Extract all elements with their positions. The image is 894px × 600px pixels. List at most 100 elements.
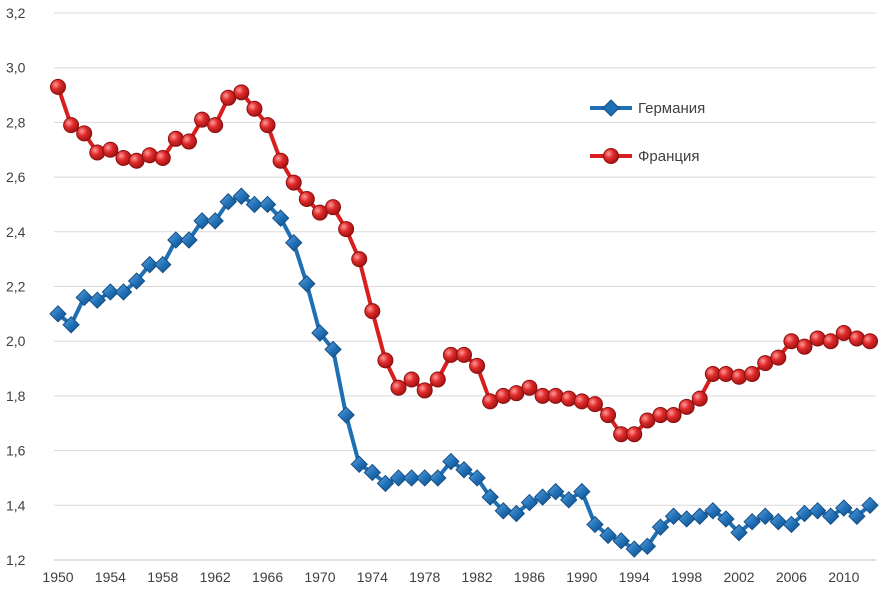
x-tick-label: 1998 xyxy=(671,569,702,585)
x-tick-label: 1986 xyxy=(514,569,545,585)
data-point xyxy=(101,283,120,301)
y-tick-label: 2,8 xyxy=(6,114,26,130)
data-point xyxy=(298,190,315,207)
data-point xyxy=(769,513,788,531)
data-point xyxy=(600,407,617,424)
data-point xyxy=(154,149,171,166)
grid-lines xyxy=(54,12,876,561)
data-point xyxy=(677,510,696,528)
data-point xyxy=(233,84,250,101)
y-tick-label: 1,8 xyxy=(6,388,26,404)
data-point xyxy=(547,387,564,404)
data-point xyxy=(429,371,446,388)
data-point xyxy=(573,482,591,501)
data-point xyxy=(88,291,106,309)
y-tick-label: 2,4 xyxy=(6,224,26,240)
data-point xyxy=(180,133,197,150)
data-point xyxy=(481,488,499,506)
data-point xyxy=(206,212,224,230)
data-point xyxy=(285,234,303,252)
y-axis: 1,2 1,4 1,6 1,8 2,0 2,2 2,4 2,6 2,8 3,0 3,2 xyxy=(6,5,26,568)
data-point xyxy=(376,474,395,493)
data-point xyxy=(862,333,878,350)
data-point xyxy=(691,390,708,407)
x-tick-label: 1950 xyxy=(42,569,73,585)
data-point xyxy=(743,513,761,531)
x-tick-label: 1982 xyxy=(462,569,493,585)
data-point xyxy=(75,288,93,307)
legend: Германия Франция xyxy=(590,99,705,165)
data-point xyxy=(560,390,577,407)
data-point xyxy=(232,187,251,205)
data-point xyxy=(180,231,198,249)
data-point xyxy=(76,125,93,142)
data-point xyxy=(638,537,657,556)
legend-label-france: Франция xyxy=(638,148,699,165)
data-point xyxy=(573,393,590,410)
x-tick-label: 1958 xyxy=(147,569,178,585)
data-point xyxy=(298,275,316,293)
x-axis: 1950 1954 1958 1962 1966 1970 1974 1978 1982 1986… xyxy=(42,559,876,585)
y-tick-label: 1,6 xyxy=(6,443,26,459)
data-point xyxy=(416,382,433,399)
data-point xyxy=(731,368,748,385)
series-germany xyxy=(49,187,879,558)
data-point xyxy=(115,149,132,166)
legend-item-france: Франция xyxy=(590,148,699,165)
y-tick-label: 2,6 xyxy=(6,169,26,185)
data-point xyxy=(311,324,329,342)
data-point xyxy=(626,426,643,443)
data-point xyxy=(770,349,787,366)
data-point xyxy=(665,407,682,424)
x-tick-label: 1990 xyxy=(566,569,597,585)
data-point xyxy=(468,469,486,487)
data-point xyxy=(324,340,342,359)
data-point xyxy=(140,255,159,274)
x-tick-label: 1954 xyxy=(95,569,126,585)
data-point xyxy=(351,251,368,268)
y-tick-label: 1,4 xyxy=(6,497,26,513)
data-point xyxy=(325,199,342,216)
data-point xyxy=(442,452,460,471)
data-point xyxy=(285,174,302,191)
data-point xyxy=(402,469,421,487)
series-france xyxy=(50,78,878,443)
data-point xyxy=(258,195,277,214)
data-point xyxy=(167,231,185,249)
data-point xyxy=(219,193,237,211)
data-point xyxy=(612,532,630,550)
y-tick-label: 1,2 xyxy=(6,552,26,568)
x-tick-label: 2006 xyxy=(776,569,807,585)
data-point xyxy=(154,255,172,274)
data-point xyxy=(691,507,709,525)
x-tick-label: 2010 xyxy=(828,569,859,585)
data-point xyxy=(520,493,539,512)
data-point xyxy=(389,469,408,487)
data-point xyxy=(782,515,801,534)
data-point xyxy=(429,469,447,487)
x-tick-label: 1970 xyxy=(304,569,335,585)
data-point xyxy=(403,371,420,388)
y-tick-label: 3,0 xyxy=(6,60,26,76)
data-point xyxy=(494,502,512,520)
data-point xyxy=(822,333,839,350)
data-point xyxy=(835,499,853,517)
data-point xyxy=(586,396,603,413)
data-point xyxy=(102,141,119,158)
data-point xyxy=(469,357,486,374)
y-tick-label: 3,2 xyxy=(6,5,26,21)
data-point xyxy=(377,352,394,369)
data-point xyxy=(364,303,381,320)
data-point xyxy=(167,130,184,147)
data-point xyxy=(664,507,683,525)
x-tick-label: 1966 xyxy=(252,569,283,585)
data-point xyxy=(114,283,133,301)
data-point xyxy=(63,117,80,134)
x-tick-label: 1994 xyxy=(619,569,650,585)
data-point xyxy=(822,507,840,525)
legend-label-germany: Германия xyxy=(638,100,705,117)
data-point xyxy=(861,496,879,515)
data-point xyxy=(350,455,368,473)
data-point xyxy=(678,398,695,415)
data-point xyxy=(62,316,80,334)
